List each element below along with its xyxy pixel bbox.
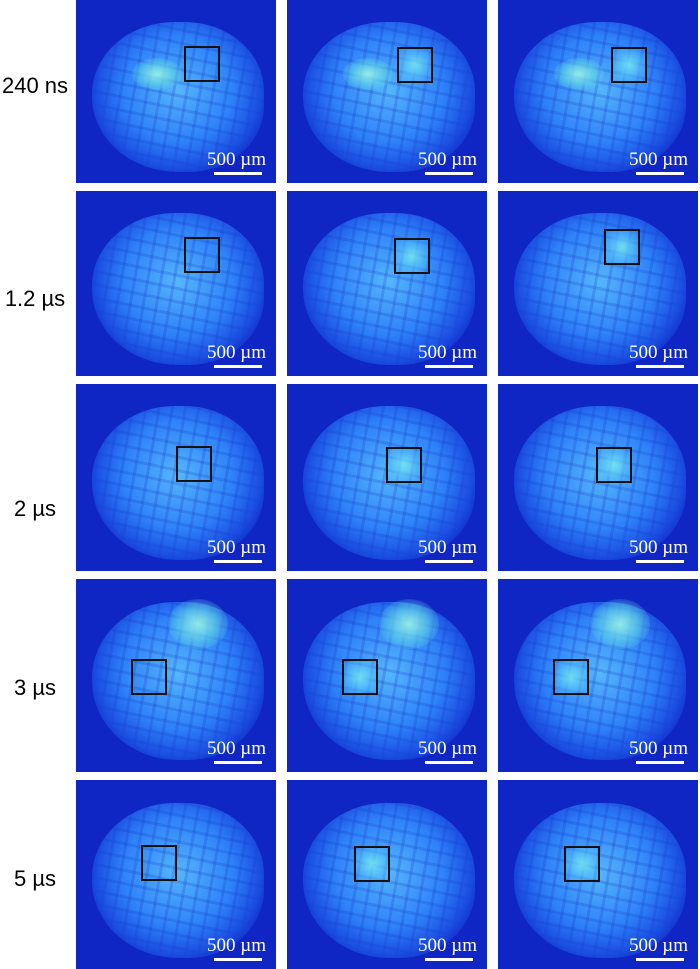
image-panel-5us-after-shot: 500 µm [498,780,698,969]
scale-bar-label: 500 µm [629,342,688,363]
image-panel-1-2us-after-shot: 500 µm [498,191,698,376]
image-panel-5us-background: 500 µm [76,780,276,969]
scale-bar-label: 500 µm [207,342,266,363]
image-panel-3us-after-shot: 500 µm [498,579,698,772]
image-panel-240ns-pump-shot: 500 µm [287,0,487,183]
image-panel-2us-pump-shot: 500 µm [287,384,487,571]
bright-spot [343,58,393,90]
scale-bar-label: 500 µm [207,738,266,759]
fluorescence-region [303,406,475,560]
row-label-2us: 2 µs [13,496,57,521]
fluorescence-region [514,406,686,560]
mesh-pattern [303,21,475,172]
fluorescence-region [514,802,686,958]
scale-bar-label: 500 µm [207,935,266,956]
region-of-interest-box [604,229,640,265]
scale-bar [636,560,684,563]
mesh-pattern [514,21,686,172]
mesh-pattern [514,406,686,560]
mesh-pattern [303,406,475,560]
bright-spot [379,599,439,649]
scale-bar [425,958,473,961]
scale-bar-label: 500 µm [418,935,477,956]
mesh-pattern [92,802,264,958]
region-of-interest-box [553,659,589,695]
mesh-pattern [92,213,264,365]
image-panel-2us-background: 500 µm [76,384,276,571]
bright-spot [590,599,650,649]
scale-bar [214,365,262,368]
region-of-interest-box [176,446,212,482]
region-of-interest-box [397,47,433,83]
scale-bar-label: 500 µm [629,935,688,956]
row-label-5us: 5 µs [13,866,57,891]
scale-bar [636,958,684,961]
image-panel-240ns-after-shot: 500 µm [498,0,698,183]
mesh-pattern [92,21,264,172]
scale-bar [425,172,473,175]
image-panel-3us-background: 500 µm [76,579,276,772]
image-panel-1-2us-pump-shot: 500 µm [287,191,487,376]
bright-spot [554,58,604,90]
scale-bar-label: 500 µm [418,342,477,363]
mesh-pattern [514,802,686,958]
fluorescence-region [303,21,475,172]
fluorescence-region [92,406,264,560]
scale-bar [214,761,262,764]
scale-bar-label: 500 µm [629,738,688,759]
image-panel-3us-pump-shot: 500 µm [287,579,487,772]
scale-bar-label: 500 µm [418,537,477,558]
scale-bar-label: 500 µm [629,537,688,558]
scale-bar-label: 500 µm [418,149,477,170]
fluorescence-region [92,21,264,172]
scale-bar [425,761,473,764]
row-label-1-2us: 1.2 µs [4,286,66,311]
region-of-interest-box [184,46,220,82]
region-of-interest-box [354,846,390,882]
scale-bar-label: 500 µm [207,149,266,170]
scale-bar [214,560,262,563]
region-of-interest-box [342,659,378,695]
mesh-pattern [514,213,686,365]
scale-bar-label: 500 µm [629,149,688,170]
bright-spot [132,58,182,90]
scale-bar [425,365,473,368]
image-panel-5us-pump-shot: 500 µm [287,780,487,969]
region-of-interest-box [611,47,647,83]
scale-bar [425,560,473,563]
scale-bar-label: 500 µm [418,738,477,759]
region-of-interest-box [394,238,430,274]
scale-bar [214,172,262,175]
fluorescence-region [514,21,686,172]
fluorescence-region [514,213,686,365]
scale-bar [214,958,262,961]
image-panel-2us-after-shot: 500 µm [498,384,698,571]
region-of-interest-box [131,659,167,695]
mesh-pattern [92,406,264,560]
fluorescence-region [303,213,475,365]
region-of-interest-box [596,447,632,483]
row-label-3us: 3 µs [13,675,57,700]
scale-bar-label: 500 µm [207,537,266,558]
image-panel-240ns-background: 500 µm [76,0,276,183]
image-panel-1-2us-background: 500 µm [76,191,276,376]
region-of-interest-box [386,447,422,483]
region-of-interest-box [564,846,600,882]
region-of-interest-box [184,237,220,273]
bright-spot [168,599,228,649]
scale-bar [636,761,684,764]
mesh-pattern [303,213,475,365]
row-label-240ns: 240 ns [1,73,69,98]
scale-bar [636,365,684,368]
scale-bar [636,172,684,175]
fluorescence-region [92,213,264,365]
fluorescence-region [92,802,264,958]
region-of-interest-box [141,845,177,881]
